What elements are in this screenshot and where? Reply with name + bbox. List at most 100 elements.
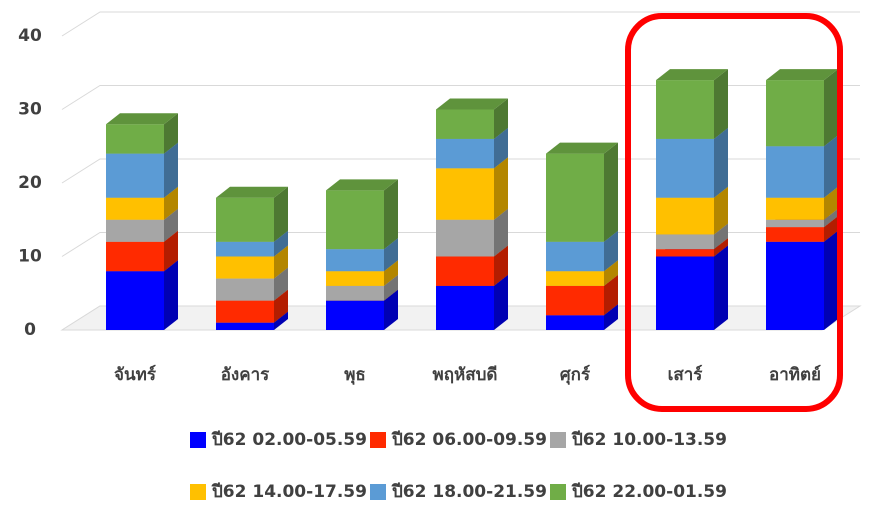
bar-side [384,238,398,272]
y-tick-label: 10 [18,247,42,267]
x-tick-label: พฤหัสบดี [433,364,498,385]
bar-side [494,127,508,169]
bar-side [274,289,288,323]
bar-side [274,311,288,330]
bar-side [494,274,508,330]
bar-side [714,223,728,250]
legend-swatch [550,432,566,448]
highlight-box [625,13,843,412]
bar-segment [106,153,164,198]
bar-side [714,127,728,198]
bar-segment [436,109,494,139]
x-tick-label: ศุกร์ [560,364,591,385]
bar-segment [216,278,274,301]
bar-segment [656,80,714,139]
bar-side [164,260,178,330]
bar-segment [656,249,714,257]
x-tick-label: เสาร์ [668,364,704,385]
legend-swatch [190,432,206,448]
bar-top [656,69,728,81]
bar-side [714,186,728,235]
legend-label: ปี62 22.00-01.59 [571,481,727,502]
bar-top [766,69,838,81]
bar-segment [766,197,824,220]
bar-segment [546,271,604,286]
bar-side [494,245,508,286]
bar-side [824,230,838,330]
bar-segment [106,124,164,154]
bar-segment [436,168,494,220]
bar-segment [436,138,494,169]
bar-side [604,142,618,242]
legend-swatch [190,484,206,500]
bar-side [274,267,288,301]
grid-line [61,11,860,37]
bar-side [824,186,838,220]
bar-segment [546,153,604,242]
bar-segment [766,241,824,330]
bar-segment [766,219,824,228]
bar-side [824,216,838,242]
bar-side [604,274,618,316]
bar-segment [216,256,274,279]
bar-segment [766,80,824,147]
bar-side [164,208,178,242]
bar-top [326,179,398,191]
bar-side [274,245,288,279]
bar-segment [326,300,384,330]
bar-segment [106,241,164,272]
bar-side [274,230,288,257]
y-tick-label: 0 [24,320,36,340]
bar-side [604,230,618,272]
bar-side [164,230,178,272]
bar-side [384,260,398,286]
y-tick-label: 20 [18,173,42,193]
bar-segment [436,256,494,286]
bar-top [106,113,178,125]
legend-swatch [370,484,386,500]
bar-segment [656,256,714,330]
x-tick-label: อังคาร [221,365,270,385]
bar-side [824,69,838,147]
bar-side [164,142,178,198]
bar-side [604,260,618,286]
bar-segment [326,285,384,301]
bar-segment [326,271,384,286]
bar-segment [546,241,604,272]
bar-segment [216,197,274,242]
legend-swatch [370,432,386,448]
y-tick-label: 30 [18,100,42,120]
bar-side [164,113,178,154]
bar-side [494,208,508,257]
bar-side [604,304,618,330]
bar-segment [656,234,714,250]
bar-side [384,274,398,301]
bar-top [216,186,288,198]
bar-side [164,186,178,220]
bar-segment [546,285,604,316]
legend-label: ปี62 06.00-09.59 [391,429,547,450]
bar-segment [326,190,384,250]
bar-segment [546,315,604,330]
bar-side [494,98,508,139]
x-tick-label: อาทิตย์ [769,364,821,385]
bar-side [714,238,728,257]
bar-side [494,157,508,220]
bar-segment [436,285,494,330]
bar-segment [766,227,824,242]
bar-segment [106,271,164,330]
legend-label: ปี62 10.00-13.59 [571,429,727,450]
bar-side [824,208,838,228]
bar-side [714,69,728,139]
bar-top [546,142,618,154]
bar-side [714,245,728,330]
bar-side [384,179,398,250]
x-tick-label: จันทร์ [114,364,157,385]
bar-segment [766,146,824,198]
bar-segment [216,300,274,323]
legend-label: ปี62 14.00-17.59 [211,481,367,502]
bar-segment [326,249,384,272]
bar-segment [106,197,164,220]
x-tick-label: พุธ [344,365,366,385]
